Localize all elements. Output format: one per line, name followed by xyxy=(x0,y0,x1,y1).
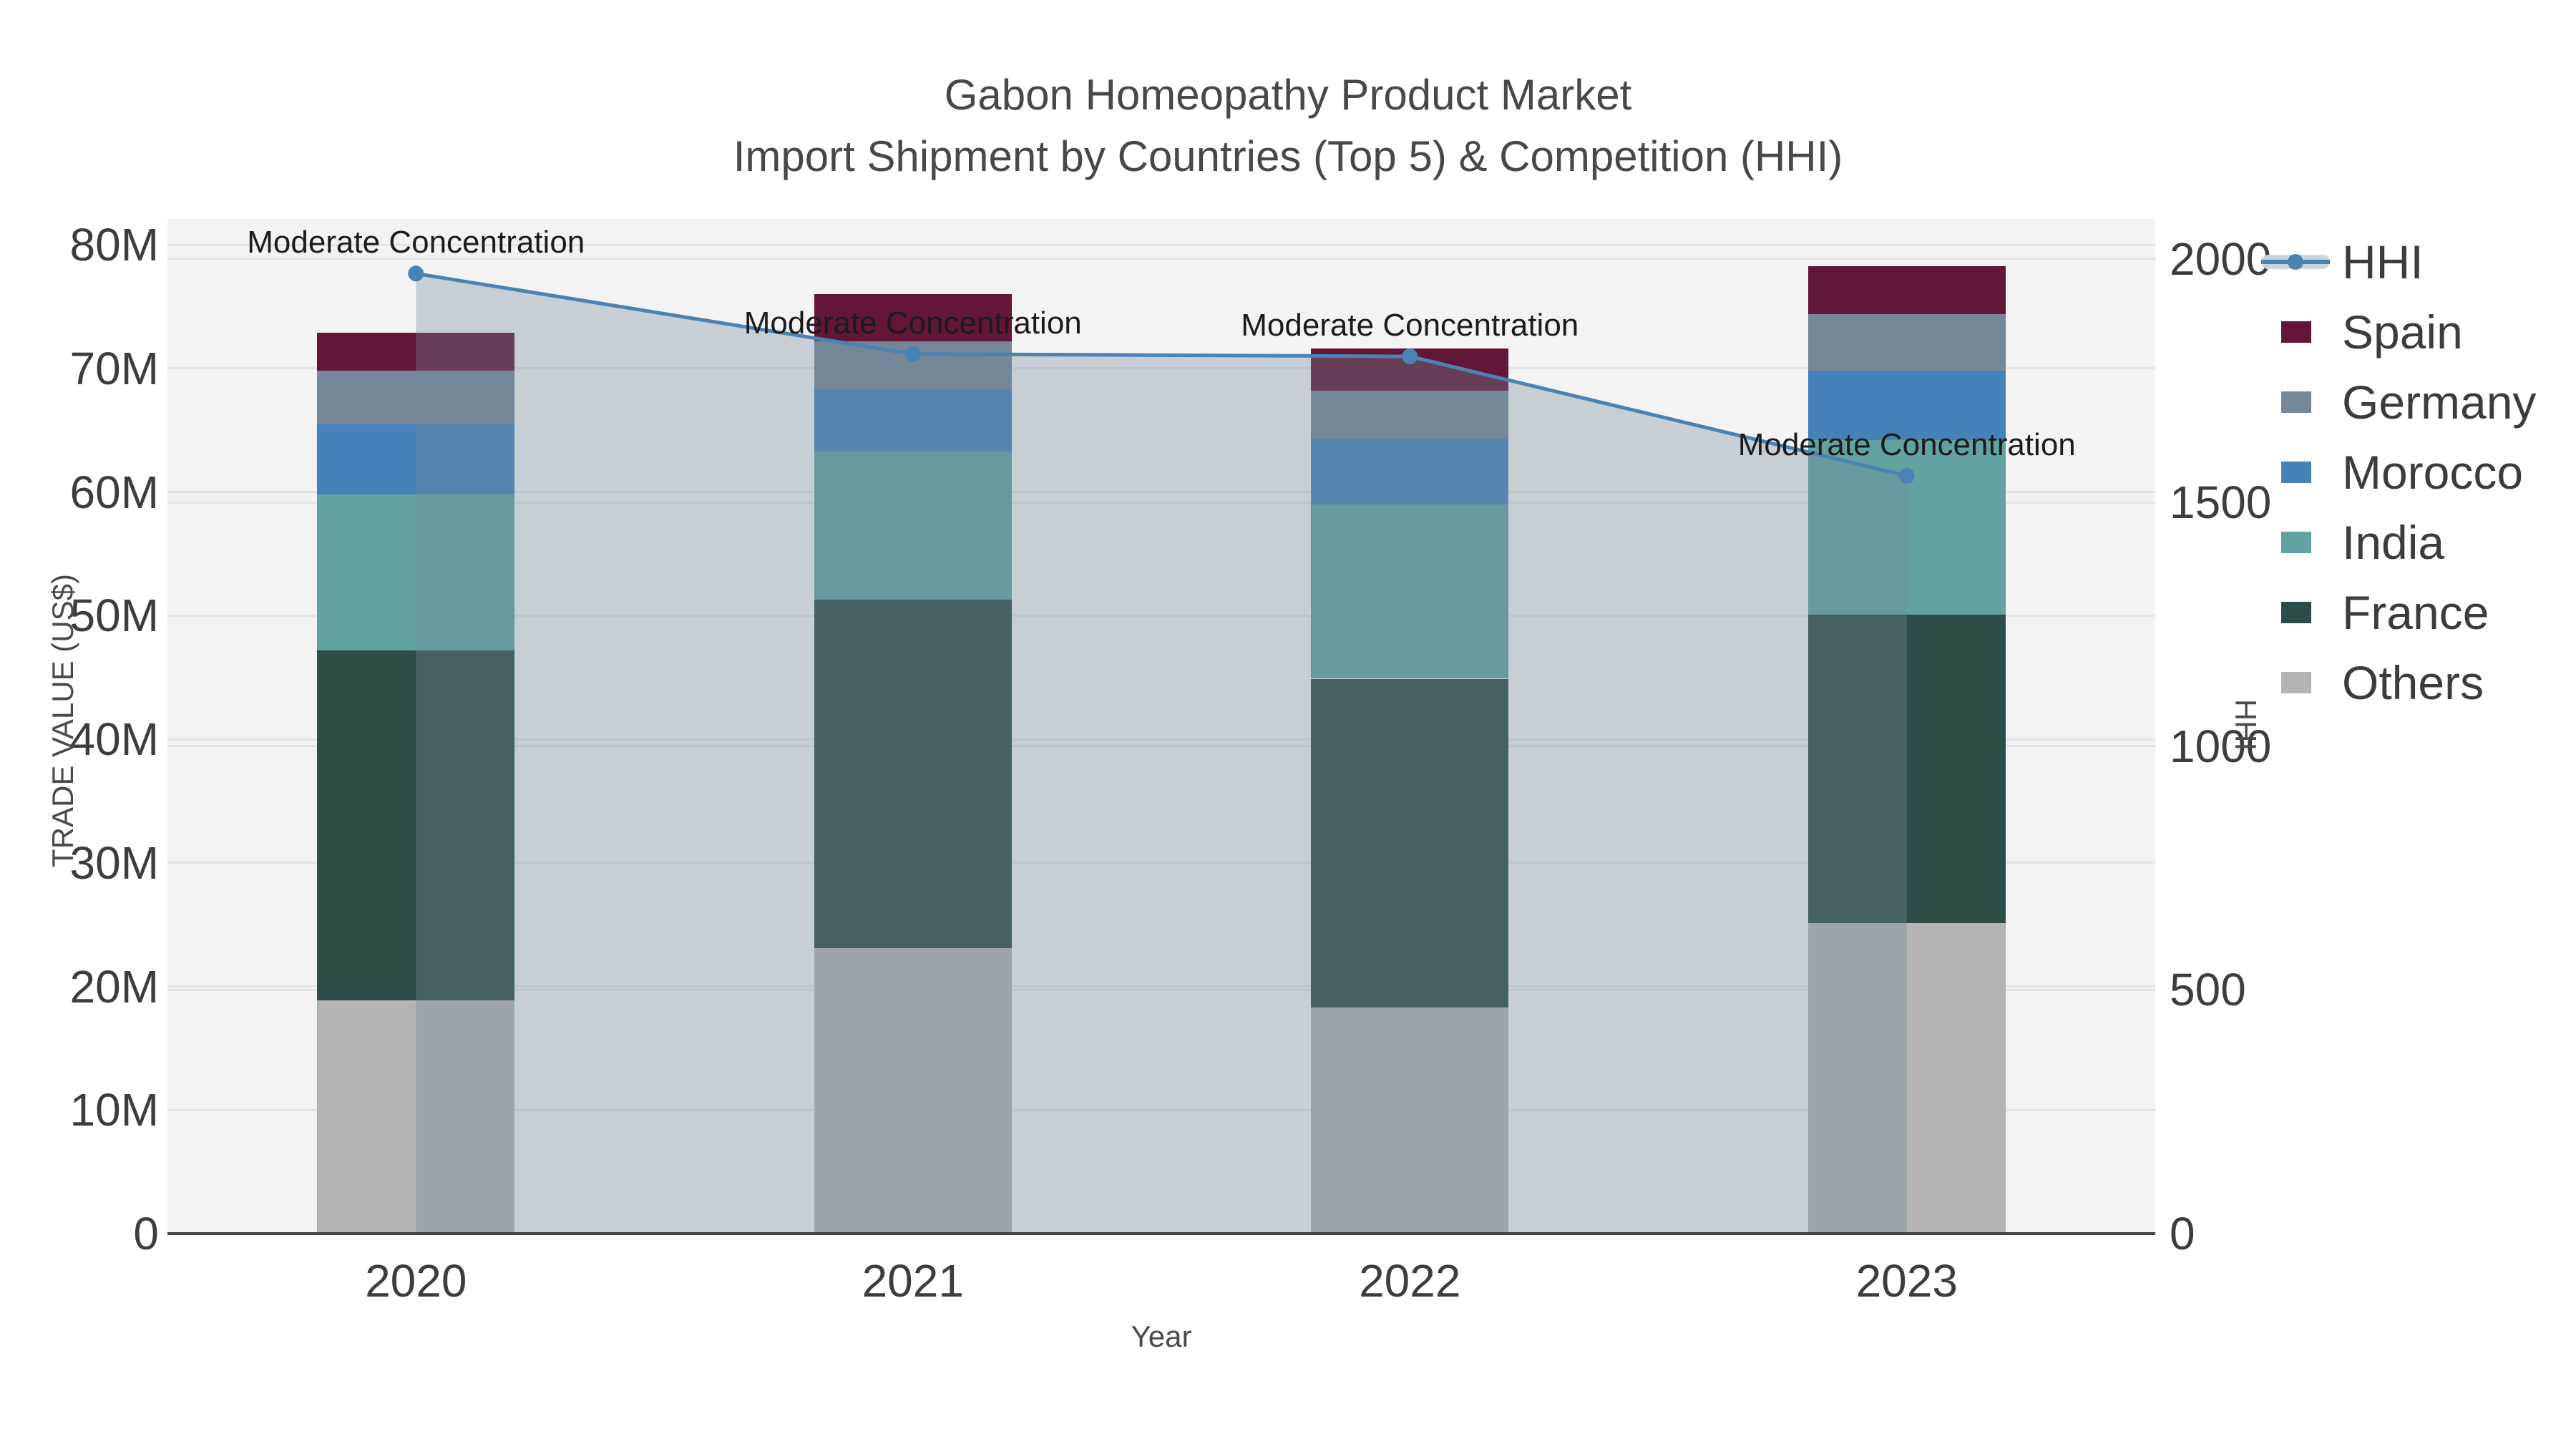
annotation-2021: Moderate Concentration xyxy=(743,305,1082,341)
gridline-left-30M xyxy=(167,862,2155,864)
gridline-right-1000 xyxy=(167,745,2155,748)
legend-label-france: France xyxy=(2342,586,2489,639)
legend-label-spain: Spain xyxy=(2342,306,2463,358)
india-swatch-icon xyxy=(2247,514,2342,571)
left-tick-50M: 50M xyxy=(69,590,160,642)
gridline-left-60M xyxy=(167,491,2155,494)
legend-item-france[interactable]: France xyxy=(2247,584,2576,641)
gridline-left-10M xyxy=(167,1108,2155,1111)
legend-item-india[interactable]: India xyxy=(2247,514,2576,571)
bar-2020-india[interactable] xyxy=(317,494,515,650)
left-tick-0: 0 xyxy=(133,1208,159,1259)
spain-swatch-icon xyxy=(2247,303,2342,361)
x-tick-2022: 2022 xyxy=(1359,1255,1461,1307)
legend-item-others[interactable]: Others xyxy=(2247,654,2576,711)
title-line-2: Import Shipment by Countries (Top 5) & C… xyxy=(733,132,1843,180)
hhi-line-icon xyxy=(2247,233,2342,291)
bar-2023-france[interactable] xyxy=(1807,614,2006,924)
legend-label-morocco: Morocco xyxy=(2342,446,2524,499)
bar-2022-others[interactable] xyxy=(1311,1007,1509,1234)
gridline-right-1500 xyxy=(167,501,2155,504)
bar-2020-germany[interactable] xyxy=(317,371,515,424)
legend-label-germany: Germany xyxy=(2342,376,2537,429)
right-tick-1500: 1500 xyxy=(2170,477,2272,529)
bar-2020-morocco[interactable] xyxy=(317,424,515,495)
left-tick-20M: 20M xyxy=(69,960,160,1013)
bar-2020-others[interactable] xyxy=(317,1000,515,1234)
legend-label-hhi: HHI xyxy=(2342,235,2424,288)
x-axis-line xyxy=(167,1232,2155,1235)
left-axis-title: TRADE VALUE (US$) xyxy=(46,574,79,867)
legend-label-india: India xyxy=(2342,516,2445,569)
gridline-left-50M xyxy=(167,614,2155,617)
bar-2023-spain[interactable] xyxy=(1807,265,2006,314)
bar-2022-india[interactable] xyxy=(1311,504,1509,679)
others-swatch-icon xyxy=(2247,654,2342,711)
left-tick-10M: 10M xyxy=(69,1084,160,1136)
bar-2023-india[interactable] xyxy=(1807,440,2006,615)
left-tick-70M: 70M xyxy=(69,342,160,394)
left-tick-80M: 80M xyxy=(69,219,160,271)
chart-title: Gabon Homeopathy Product Market Import S… xyxy=(0,64,2576,187)
annotation-2022: Moderate Concentration xyxy=(1241,308,1579,343)
bar-2022-morocco[interactable] xyxy=(1311,439,1509,504)
legend-item-germany[interactable]: Germany xyxy=(2247,374,2576,431)
bar-2021-germany[interactable] xyxy=(814,341,1012,390)
annotation-2020: Moderate Concentration xyxy=(247,225,585,260)
gridline-right-500 xyxy=(167,988,2155,991)
right-tick-500: 500 xyxy=(2170,964,2246,1016)
right-tick-0: 0 xyxy=(2170,1208,2195,1259)
germany-swatch-icon xyxy=(2247,374,2342,431)
legend-item-hhi[interactable]: HHI xyxy=(2247,233,2576,291)
legend-label-others: Others xyxy=(2342,656,2484,709)
x-tick-2020: 2020 xyxy=(365,1255,467,1307)
x-tick-2023: 2023 xyxy=(1855,1255,1958,1307)
legend-item-spain[interactable]: Spain xyxy=(2247,303,2576,361)
title-line-1: Gabon Homeopathy Product Market xyxy=(944,71,1632,119)
gridline-left-20M xyxy=(167,985,2155,988)
bar-2021-morocco[interactable] xyxy=(814,389,1012,452)
bar-2020-france[interactable] xyxy=(317,650,515,1000)
bar-2022-spain[interactable] xyxy=(1311,348,1509,391)
morocco-swatch-icon xyxy=(2247,444,2342,501)
france-swatch-icon xyxy=(2247,584,2342,641)
legend-item-morocco[interactable]: Morocco xyxy=(2247,444,2576,501)
left-tick-40M: 40M xyxy=(69,713,160,766)
right-tick-2000: 2000 xyxy=(2170,233,2272,285)
x-axis-title: Year xyxy=(1131,1319,1192,1353)
x-tick-2021: 2021 xyxy=(862,1255,964,1307)
bar-2021-india[interactable] xyxy=(814,451,1012,600)
annotation-2023: Moderate Concentration xyxy=(1737,426,2076,462)
right-tick-1000: 1000 xyxy=(2170,720,2272,772)
left-tick-60M: 60M xyxy=(69,466,160,518)
bar-2021-others[interactable] xyxy=(814,948,1012,1234)
left-tick-30M: 30M xyxy=(69,836,160,889)
gridline-right-2000 xyxy=(167,258,2155,260)
bar-2022-germany[interactable] xyxy=(1311,391,1509,439)
bar-2023-germany[interactable] xyxy=(1807,313,2006,371)
bar-2020-spain[interactable] xyxy=(317,332,515,371)
bar-2023-others[interactable] xyxy=(1807,923,2006,1234)
bar-2021-france[interactable] xyxy=(814,599,1012,948)
gridline-left-80M xyxy=(167,243,2155,246)
bar-2022-france[interactable] xyxy=(1311,678,1509,1008)
gridline-left-40M xyxy=(167,738,2155,741)
